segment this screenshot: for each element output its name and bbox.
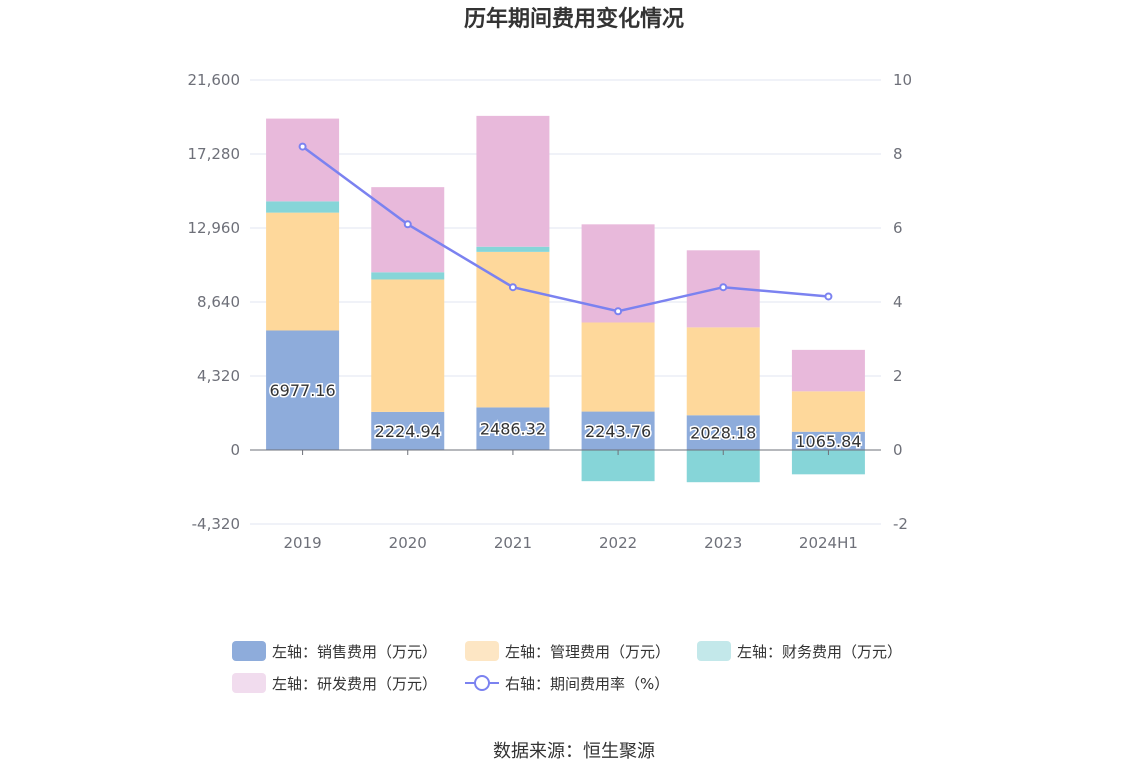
bar-segment bbox=[266, 118, 340, 202]
rate-point bbox=[403, 220, 412, 229]
data-label: 2224.94 bbox=[375, 422, 441, 441]
x-tick-label: 2021 bbox=[494, 534, 532, 552]
legend-item[interactable]: 右轴：期间费用率（%） bbox=[465, 675, 669, 693]
bar-segment bbox=[266, 212, 340, 331]
y-left-tick-label: 8,640 bbox=[197, 293, 240, 311]
y-left-tick-label: 4,320 bbox=[197, 367, 240, 385]
data-label: 1065.84 bbox=[795, 432, 861, 451]
legend-label: 右轴：期间费用率（%） bbox=[505, 675, 669, 693]
y-left-tick-label: 12,960 bbox=[188, 219, 241, 237]
bar-segment bbox=[476, 115, 550, 247]
x-tick-label: 2022 bbox=[599, 534, 637, 552]
bar-segment bbox=[581, 450, 655, 482]
y-right-tick-label: 10 bbox=[893, 71, 912, 89]
x-axis: 2019 2020 2021 2022 2023 2024H1 bbox=[250, 449, 881, 552]
bar-segment bbox=[686, 327, 760, 416]
y-right-tick-label: 6 bbox=[893, 219, 903, 237]
bar-segment bbox=[476, 246, 550, 252]
rate-point bbox=[824, 292, 833, 301]
bar-segment bbox=[581, 322, 655, 412]
data-labels: 6977.16 2224.94 2486.32 2243.76 2028.18 1065.… bbox=[268, 380, 863, 453]
legend-swatch-icon bbox=[697, 641, 731, 661]
y-right-tick-label: -2 bbox=[893, 515, 908, 533]
bar-segment bbox=[371, 411, 445, 450]
bar-segment bbox=[791, 391, 865, 432]
x-tick-label: 2020 bbox=[389, 534, 427, 552]
bar-segment bbox=[791, 431, 865, 450]
bar-segment bbox=[476, 251, 550, 408]
bar-segment bbox=[266, 201, 340, 213]
rate-point bbox=[719, 283, 728, 292]
x-tick-label: 2024H1 bbox=[799, 534, 858, 552]
y-right-tick-label: 0 bbox=[893, 441, 903, 459]
y-right-tick-label: 8 bbox=[893, 145, 903, 163]
y-right-tick-label: 2 bbox=[893, 367, 903, 385]
rate-line-path bbox=[301, 145, 829, 313]
data-label: 2486.32 bbox=[480, 420, 546, 439]
bar-segment bbox=[791, 349, 865, 392]
bar-segment bbox=[371, 187, 445, 273]
grid bbox=[250, 79, 881, 525]
data-label: 2243.76 bbox=[585, 422, 651, 441]
source-text: 数据来源：恒生聚源 bbox=[493, 741, 655, 762]
y-left-tick-label: 21,600 bbox=[188, 71, 241, 89]
bar-segment bbox=[686, 415, 760, 450]
y-axis-right: 10 8 6 4 2 0 -2 bbox=[893, 71, 912, 533]
y-axis-left: 21,600 17,280 12,960 8,640 4,320 0 -4,320 bbox=[188, 71, 241, 533]
legend-item[interactable]: 左轴：管理费用（万元） bbox=[465, 641, 670, 661]
legend-item[interactable]: 左轴：研发费用（万元） bbox=[232, 673, 437, 693]
chart-title: 历年期间费用变化情况 bbox=[464, 6, 684, 32]
legend-label: 左轴：财务费用（万元） bbox=[737, 643, 902, 661]
bar-segment bbox=[686, 450, 760, 483]
bar-segment bbox=[581, 411, 655, 450]
legend-label: 左轴：管理费用（万元） bbox=[505, 643, 670, 661]
rate-point bbox=[298, 142, 307, 151]
legend-swatch-icon bbox=[232, 641, 266, 661]
x-tick-label: 2019 bbox=[283, 534, 321, 552]
rate-point bbox=[508, 283, 517, 292]
bar-segment bbox=[371, 279, 445, 412]
data-label: 6977.16 bbox=[269, 381, 335, 400]
legend-swatch-icon bbox=[232, 673, 266, 693]
bar-segment bbox=[266, 330, 340, 450]
legend-label: 左轴：销售费用（万元） bbox=[272, 643, 437, 661]
legend-swatch-icon bbox=[465, 641, 499, 661]
legend-marker-icon bbox=[474, 675, 490, 691]
rate-point bbox=[614, 307, 623, 316]
x-tick-label: 2023 bbox=[704, 534, 742, 552]
bar-segment bbox=[476, 407, 550, 450]
y-right-tick-label: 4 bbox=[893, 293, 903, 311]
legend[interactable]: 左轴：销售费用（万元） 左轴：管理费用（万元） 左轴：财务费用（万元） 左轴：研发费用… bbox=[232, 641, 902, 693]
rate-line bbox=[298, 142, 833, 316]
y-left-tick-label: 0 bbox=[230, 441, 240, 459]
data-label: 2028.18 bbox=[690, 424, 756, 443]
bar-segment bbox=[371, 272, 445, 280]
legend-item[interactable]: 左轴：销售费用（万元） bbox=[232, 641, 437, 661]
y-left-tick-label: 17,280 bbox=[188, 145, 241, 163]
y-left-tick-label: -4,320 bbox=[192, 515, 240, 533]
legend-item[interactable]: 左轴：财务费用（万元） bbox=[697, 641, 902, 661]
legend-label: 左轴：研发费用（万元） bbox=[272, 675, 437, 693]
